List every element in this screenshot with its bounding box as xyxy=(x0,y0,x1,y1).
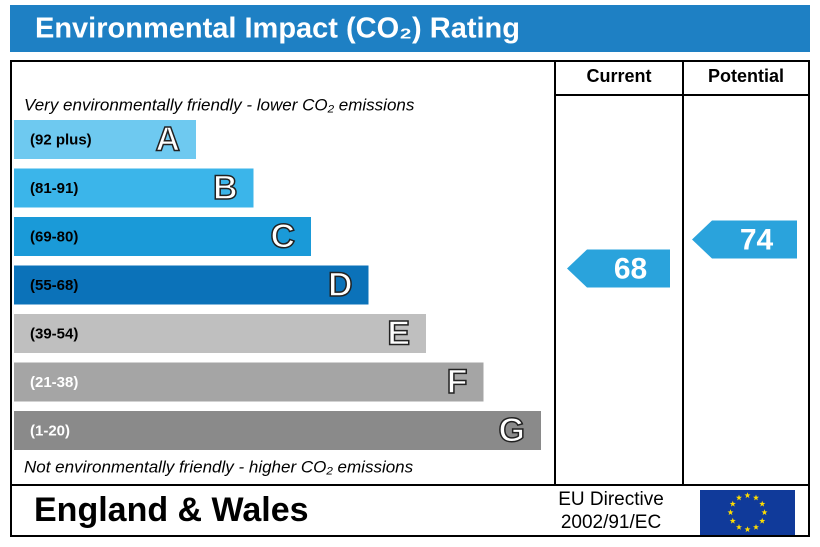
band-range: (92 plus) xyxy=(30,131,92,148)
star xyxy=(727,509,734,516)
band xyxy=(14,362,484,402)
band xyxy=(14,168,254,208)
band-range: (55-68) xyxy=(30,277,78,294)
bottom-note: Not environmentally friendly - higher CO… xyxy=(24,457,414,476)
star xyxy=(759,517,766,524)
star xyxy=(736,494,742,501)
band-letter: F xyxy=(447,363,468,401)
star xyxy=(744,492,751,499)
band xyxy=(14,314,426,353)
band-letter: G xyxy=(499,411,525,449)
star xyxy=(753,494,759,501)
band-letter: D xyxy=(328,266,353,304)
star xyxy=(736,524,742,530)
star xyxy=(744,526,751,533)
band xyxy=(14,265,369,305)
band-range: (81-91) xyxy=(30,180,78,197)
region: England & Wales xyxy=(34,491,309,529)
star xyxy=(729,500,736,507)
rating-arrow xyxy=(567,249,670,288)
band-range: (39-54) xyxy=(30,325,78,342)
directive: 2002/91/EC xyxy=(561,512,661,533)
rating-arrow xyxy=(692,220,797,259)
star xyxy=(761,509,768,516)
column-header: Current xyxy=(586,66,651,86)
band-range: (21-38) xyxy=(30,374,78,391)
star xyxy=(759,500,766,507)
band-letter: A xyxy=(155,120,180,158)
band-range: (69-80) xyxy=(30,228,78,245)
column-header: Potential xyxy=(708,66,784,86)
band-letter: E xyxy=(387,314,410,352)
title: Environmental Impact (CO₂) Rating xyxy=(35,13,520,45)
star xyxy=(729,517,736,524)
band xyxy=(14,217,311,256)
rating-value: 74 xyxy=(740,223,774,256)
band xyxy=(14,120,196,159)
star xyxy=(753,524,759,530)
rating-value: 68 xyxy=(614,252,647,285)
top-note: Very environmentally friendly - lower CO… xyxy=(24,95,415,114)
band-letter: B xyxy=(213,169,238,207)
directive: EU Directive xyxy=(558,489,664,510)
frame xyxy=(10,60,810,537)
band xyxy=(14,411,541,450)
band-letter: C xyxy=(270,217,295,255)
eu-stars xyxy=(727,492,768,533)
title-bar xyxy=(10,5,810,52)
band-range: (1-20) xyxy=(30,422,70,439)
